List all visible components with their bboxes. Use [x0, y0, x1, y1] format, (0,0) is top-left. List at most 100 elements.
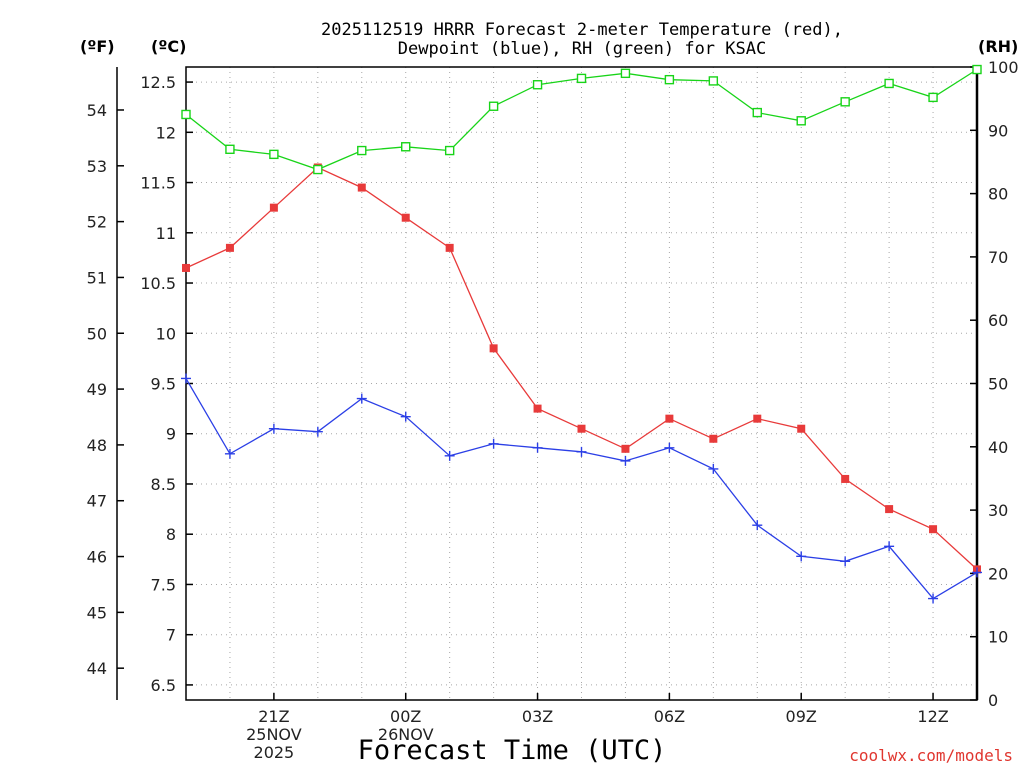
rh-point [752, 107, 762, 118]
fahrenheit-tick-label: 54 [87, 101, 107, 120]
fahrenheit-tick-label: 50 [87, 324, 107, 343]
temperature-point [401, 213, 410, 222]
series-layer [181, 64, 982, 604]
rh-point [488, 101, 499, 111]
rh-tick-label: 40 [988, 438, 1008, 457]
dewpoint-point [840, 556, 851, 567]
dewpoint-point [928, 593, 939, 604]
rh-tick-label: 90 [988, 121, 1008, 140]
rh-point [181, 109, 191, 120]
rh-line [185, 68, 978, 171]
fahrenheit-tick-label: 48 [87, 436, 107, 455]
dewpoint-point [972, 567, 982, 578]
fahrenheit-tick-label: 51 [87, 268, 107, 287]
rh-point [664, 74, 675, 85]
temperature-point [841, 474, 850, 483]
rh-tick-label: 50 [988, 375, 1008, 394]
chart-title-line2: Dewpoint (blue), RH (green) for KSAC [398, 39, 766, 59]
rh-tick-label: 80 [988, 185, 1008, 204]
rh-tick-label: 10 [988, 628, 1008, 647]
temperature-point [489, 344, 498, 353]
unit-label-rh: (RH) [978, 37, 1018, 56]
dewpoint-point [488, 438, 499, 449]
x-axis-label: Forecast Time (UTC) [358, 735, 667, 766]
temperature-point [269, 203, 278, 212]
dewpoint-point [752, 520, 763, 531]
celsius-tick-label: 9.5 [151, 375, 176, 394]
celsius-tick-label: 6.5 [151, 676, 176, 695]
rh-point [444, 145, 455, 156]
rh-point [401, 142, 411, 152]
rh-tick-label: 70 [988, 248, 1008, 267]
celsius-tick-label: 9 [166, 425, 176, 444]
x-tick-label: 25NOV [246, 725, 302, 744]
celsius-tick-label: 7 [166, 626, 176, 645]
dewpoint-point [576, 446, 587, 457]
credit-text: coolwx.com/models [849, 746, 1013, 765]
rh-point [269, 149, 279, 160]
unit-label-celsius: (ºC) [151, 37, 186, 56]
x-tick-label: 03Z [522, 707, 553, 726]
dewpoint-point [444, 450, 455, 461]
temperature-point [665, 414, 674, 423]
temperature-point [753, 414, 762, 423]
rh-point [840, 97, 850, 107]
temperature-point [621, 444, 630, 453]
dewpoint-point [181, 373, 191, 384]
dewpoint-point [884, 541, 895, 552]
dewpoint-point [268, 423, 279, 434]
temperature-point [929, 525, 938, 534]
fahrenheit-tick-label: 49 [87, 380, 107, 399]
fahrenheit-tick-label: 45 [87, 603, 107, 622]
rh-point [708, 76, 719, 86]
rh-tick-label: 30 [988, 501, 1008, 520]
temperature-point [182, 263, 190, 272]
rh-point [796, 116, 806, 126]
dewpoint-point [796, 551, 807, 562]
rh-point [620, 68, 631, 79]
chart-title-line1: 2025112519 HRRR Forecast 2-meter Tempera… [321, 20, 843, 40]
temperature-point [577, 424, 586, 433]
temperature-point [445, 243, 454, 252]
celsius-tick-label: 11 [156, 224, 176, 243]
rh-tick-label: 60 [988, 311, 1008, 330]
fahrenheit-tick-label: 47 [87, 492, 107, 511]
grid-layer [186, 67, 977, 700]
rh-point [972, 64, 982, 75]
celsius-tick-label: 10 [156, 324, 176, 343]
rh-point [357, 145, 367, 156]
x-tick-label: 00Z [390, 707, 421, 726]
temperature-point [885, 505, 894, 514]
fahrenheit-tick-label: 44 [87, 659, 107, 678]
celsius-tick-label: 7.5 [151, 575, 176, 594]
dewpoint-point [620, 455, 631, 466]
dewpoint-point [400, 411, 411, 422]
dewpoint-point [224, 448, 235, 459]
x-tick-label: 06Z [654, 707, 685, 726]
rh-point [532, 80, 543, 90]
rh-point [576, 73, 587, 84]
x-tick-label: 26NOV [378, 725, 434, 744]
x-tick-label: 2025 [254, 743, 295, 762]
rh-point [225, 144, 235, 154]
fahrenheit-tick-label: 52 [87, 213, 107, 232]
celsius-tick-label: 12.5 [140, 73, 176, 92]
celsius-tick-label: 8.5 [151, 475, 176, 494]
temperature-point [709, 434, 718, 443]
celsius-tick-label: 12 [156, 123, 176, 142]
celsius-tick-label: 10.5 [140, 274, 176, 293]
temperature-point [533, 404, 542, 413]
celsius-tick-label: 8 [166, 525, 176, 544]
temperature-point [225, 243, 234, 252]
rh-point [884, 78, 894, 89]
fahrenheit-tick-label: 46 [87, 548, 107, 567]
dewpoint-point [356, 393, 367, 404]
axis-layer: 44 45 46 47 48 49 50 51 52 53 54 6.5 7 7.5 8 8.5 9 9.5 10 1… [87, 58, 1019, 762]
dewpoint-point [708, 463, 719, 474]
rh-point [928, 92, 938, 103]
x-tick-label: 12Z [917, 707, 948, 726]
rh-tick-label: 100 [988, 58, 1019, 77]
dewpoint-point [664, 442, 675, 453]
fahrenheit-tick-label: 53 [87, 157, 107, 176]
